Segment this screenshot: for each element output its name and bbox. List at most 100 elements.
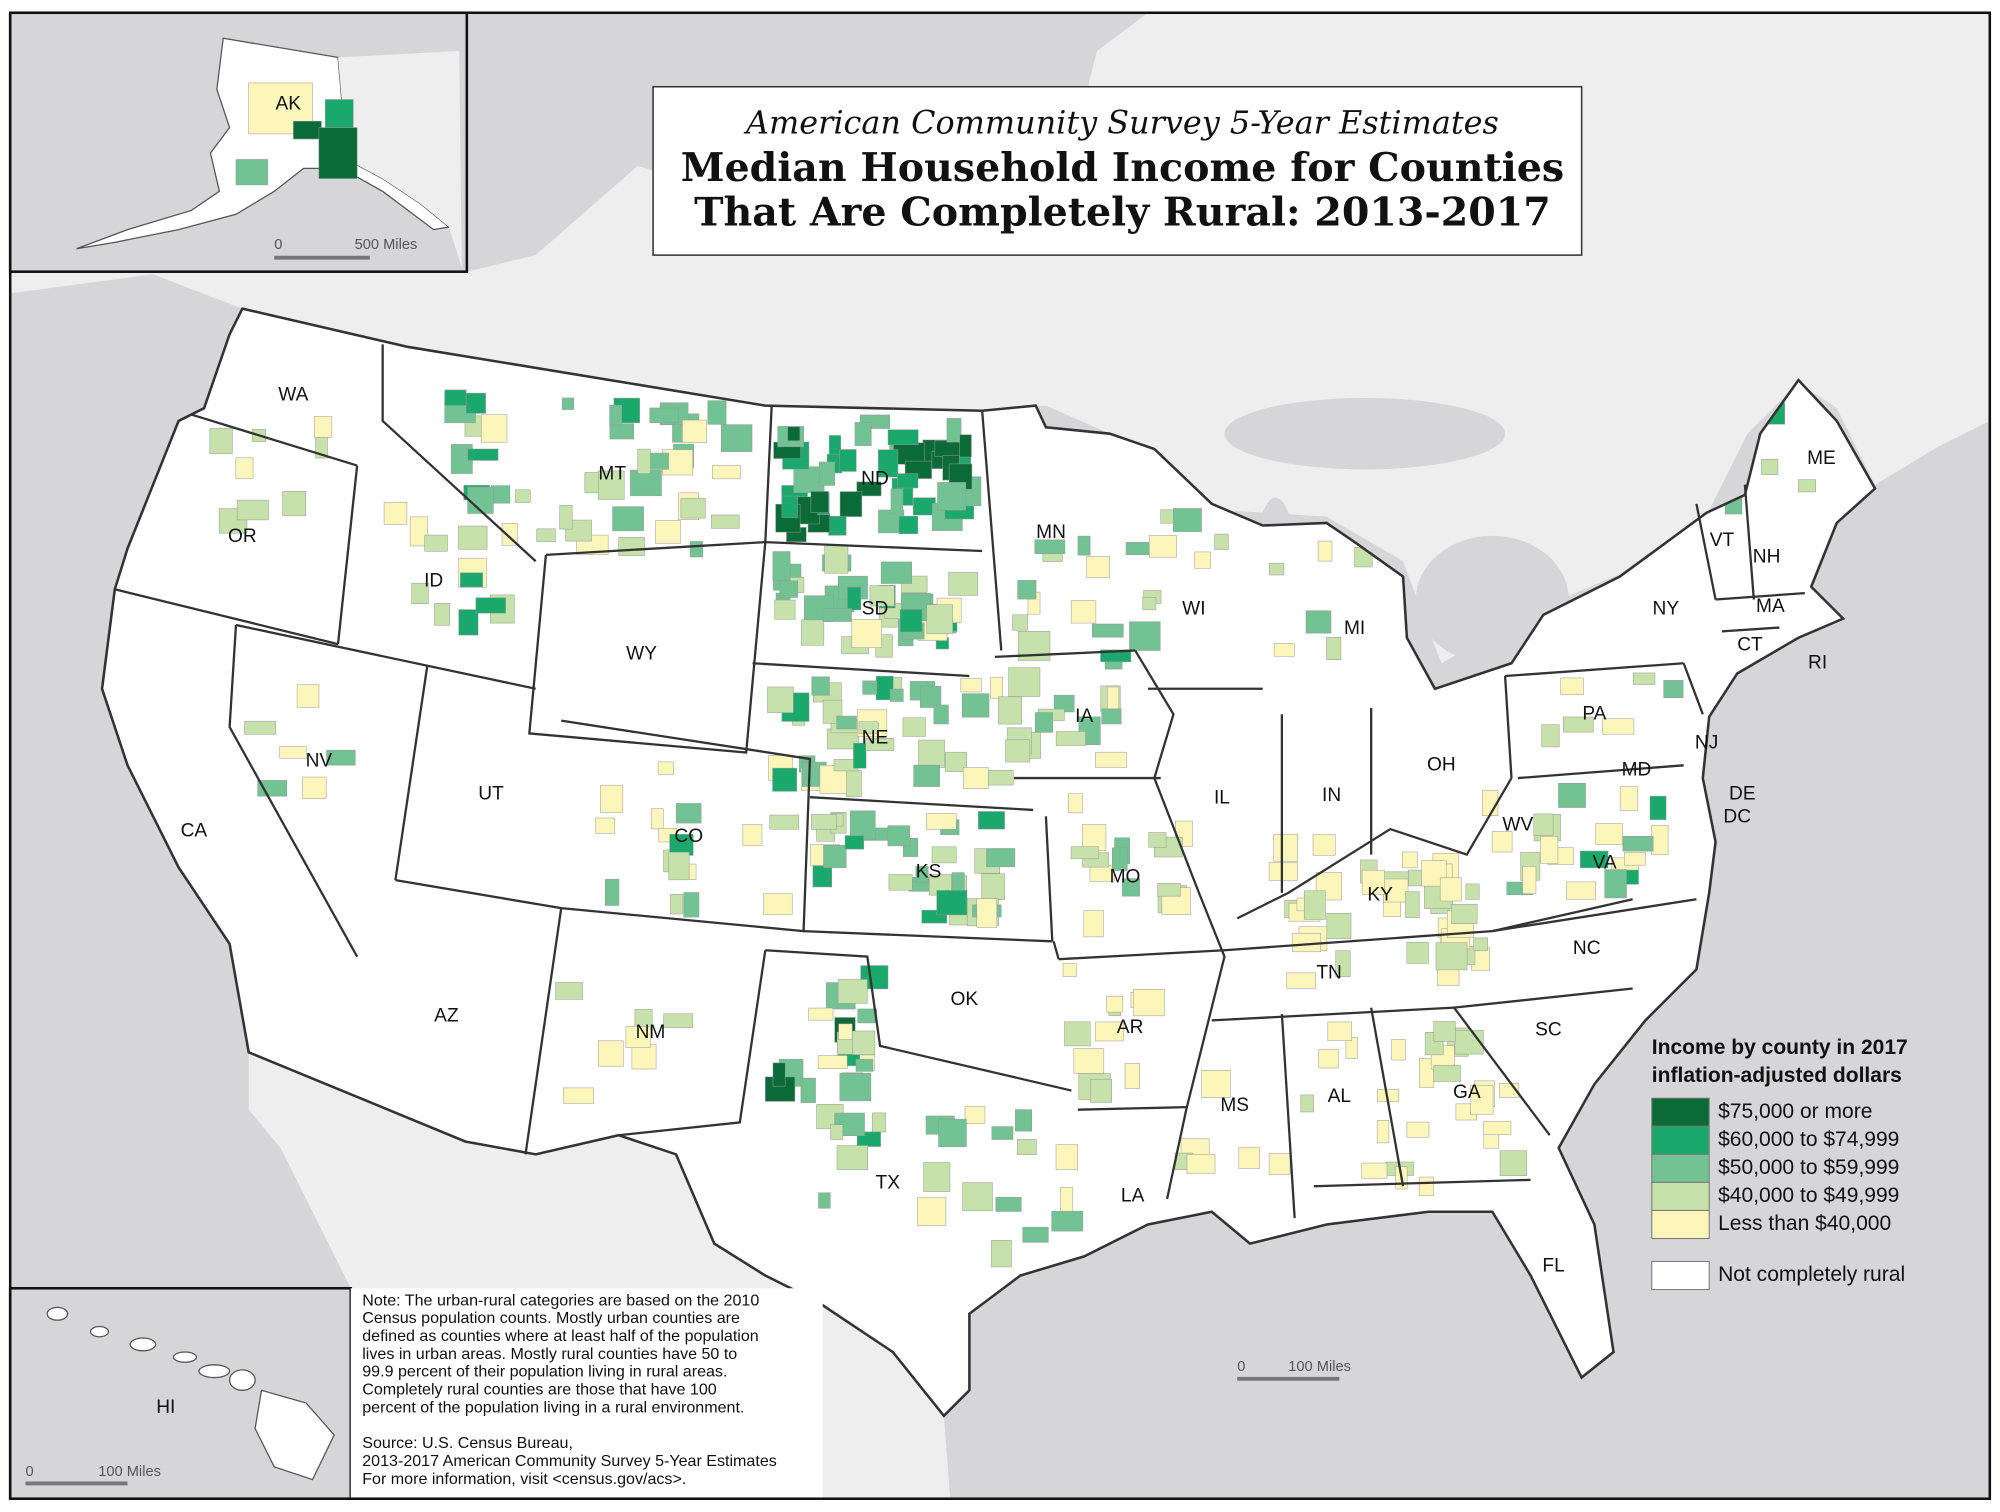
source-line: 2013-2017 American Community Survey 5-Ye… xyxy=(362,1452,777,1470)
note-line: Census population counts. Mostly urban c… xyxy=(362,1309,740,1327)
county-patch xyxy=(655,520,681,544)
state-border xyxy=(1682,662,1704,715)
state-border xyxy=(528,540,767,754)
county-patch xyxy=(1533,813,1554,836)
state-border xyxy=(561,719,812,933)
county-patch xyxy=(869,585,895,607)
county-patch xyxy=(889,688,904,702)
county-patch xyxy=(1090,1079,1112,1103)
state-label: KY xyxy=(1367,884,1393,905)
county-patch xyxy=(823,845,847,869)
county-patch xyxy=(933,704,949,725)
source-line: Source: U.S. Census Bureau, xyxy=(362,1434,573,1452)
county-patch xyxy=(1142,597,1157,611)
county-patch xyxy=(1663,680,1684,699)
county-patch xyxy=(772,1062,786,1087)
county-patch xyxy=(839,449,857,472)
state-label: CO xyxy=(674,826,703,847)
county-patch xyxy=(1473,937,1488,952)
county-patch xyxy=(1016,1139,1037,1155)
county-patch xyxy=(490,485,511,504)
county-patch xyxy=(1433,1021,1456,1042)
state-border xyxy=(1492,898,1633,933)
county-patch xyxy=(1186,1154,1216,1174)
county-patch xyxy=(625,1026,651,1048)
state-border xyxy=(524,908,563,1155)
county-patch xyxy=(877,449,899,478)
county-patch xyxy=(742,824,763,847)
title: Median Household Income for Counties xyxy=(681,145,1564,191)
legend: Income by county in 2017 inflation-adjus… xyxy=(1651,1036,1908,1291)
county-patch xyxy=(1335,950,1351,978)
county-patch xyxy=(918,739,945,768)
scale-label: 500 Miles xyxy=(355,237,418,253)
county-patch xyxy=(851,619,882,648)
county-patch xyxy=(836,715,857,730)
state-border xyxy=(994,649,1136,659)
county-patch xyxy=(604,879,620,906)
county-patch xyxy=(434,603,451,626)
county-patch xyxy=(976,898,998,928)
county-patch xyxy=(637,448,651,474)
state-label: PA xyxy=(1582,703,1606,724)
county-patch xyxy=(1106,995,1124,1013)
county-patch xyxy=(515,489,531,503)
county-patches xyxy=(209,385,1816,1268)
county-patch xyxy=(711,514,740,529)
county-patch xyxy=(1194,551,1211,569)
us-outline xyxy=(100,307,1877,1418)
county-patch xyxy=(1317,540,1333,562)
county-patch xyxy=(1406,1121,1430,1138)
county-patch xyxy=(1055,731,1086,746)
county-patch xyxy=(871,1112,886,1133)
county-patch xyxy=(1015,1109,1033,1132)
source-line: For more information, visit <census.gov/… xyxy=(362,1470,686,1488)
state-label: WI xyxy=(1182,599,1205,620)
state-border xyxy=(1715,591,1805,601)
county-patch xyxy=(314,416,333,438)
county-patch xyxy=(800,1077,816,1103)
county-patch xyxy=(1318,1049,1339,1069)
county-patch xyxy=(1649,795,1667,820)
county-patch xyxy=(1541,724,1560,748)
county-patch xyxy=(409,516,428,547)
county-patch xyxy=(325,99,354,128)
state-border xyxy=(114,588,339,646)
county-patch xyxy=(830,1124,844,1140)
state-label: SD xyxy=(862,599,889,620)
county-patch xyxy=(244,720,277,735)
scale-zero: 0 xyxy=(26,1464,34,1480)
state-border xyxy=(1743,484,1755,600)
county-patch xyxy=(1406,941,1429,964)
state-label: MT xyxy=(598,464,626,485)
note-line: percent of the population living in a ru… xyxy=(362,1398,744,1416)
county-patch xyxy=(383,502,408,525)
county-patch xyxy=(962,1182,993,1212)
state-border xyxy=(1505,662,1684,678)
county-patch xyxy=(1012,614,1028,631)
lake xyxy=(1224,397,1506,470)
note-line: defined as counties where at least half … xyxy=(362,1327,758,1345)
state-label: NV xyxy=(306,751,333,772)
county-patch xyxy=(767,686,794,713)
state-label: NH xyxy=(1753,546,1781,567)
county-patch xyxy=(811,676,830,696)
legend-label: Not completely rural xyxy=(1718,1263,1905,1286)
county-patch xyxy=(1327,1021,1352,1041)
state-border xyxy=(803,929,1053,943)
county-patch xyxy=(856,481,882,497)
county-patch xyxy=(1068,793,1083,814)
county-patch xyxy=(1579,850,1609,868)
state-border xyxy=(1236,777,1513,920)
county-patch xyxy=(680,497,706,519)
county-patch xyxy=(555,982,583,1000)
state-label: RI xyxy=(1808,652,1827,673)
county-patch xyxy=(963,767,989,790)
county-patch xyxy=(1499,1150,1528,1177)
county-patch xyxy=(1157,883,1181,897)
state-label: IA xyxy=(1075,706,1093,727)
county-patch xyxy=(951,872,965,893)
state-label: UT xyxy=(478,784,504,805)
county-patch xyxy=(991,1126,1014,1140)
